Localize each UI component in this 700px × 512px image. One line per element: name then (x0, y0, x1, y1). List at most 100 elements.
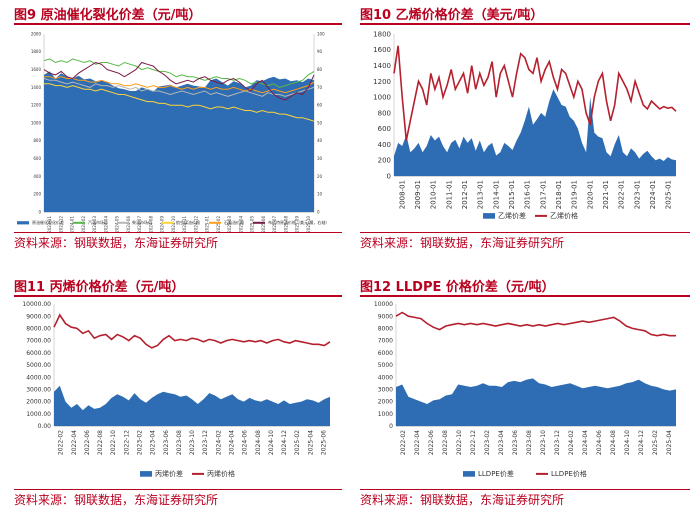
series-area (394, 89, 676, 176)
y-tick-label: 200 (378, 157, 391, 165)
series-area (44, 71, 314, 213)
x-tick-label: 2023-04 (498, 430, 505, 455)
title-divider (14, 23, 342, 25)
y-tick-label: 0.00 (38, 423, 52, 430)
legend-swatch (463, 471, 475, 477)
x-tick-label: 2024-10 (171, 216, 176, 233)
y-tick-label: 1000 (378, 411, 393, 418)
y-tick-label: 600 (33, 156, 41, 161)
y-tick-label: 0 (389, 423, 393, 430)
series-line (53, 313, 331, 349)
y-tick-label: 200 (33, 192, 41, 197)
source-divider (360, 232, 690, 233)
x-tick-label: 2021-01 (602, 180, 610, 209)
x-tick-label: 2023-10 (540, 430, 547, 455)
x-tick-label: 2023-02 (484, 430, 491, 455)
legend-label: LLDPE价格 (551, 469, 587, 478)
chart-title: 图11 丙烯价格价差（元/吨） (14, 280, 185, 295)
x-tick-label: 2024-01 (649, 180, 657, 209)
x-tick-label: 2022-12 (470, 430, 477, 455)
x-tick-label: 2023-08 (176, 430, 183, 455)
chart-panel-fig10: 图10 乙烯价格价差（美元/吨） 0 200 400 600 800 1000 1200 14… (360, 4, 690, 256)
y-tick-label: 0 (387, 172, 391, 180)
chart-svg-fig9: 0 200 400 600 800 1000 1200 1400 1600 1800 2000 0 10… (17, 31, 329, 233)
x-tick-label: 2024-04 (103, 216, 108, 233)
chart-source: 资料来源：钢联数据，东海证券研究所 (360, 236, 565, 250)
x-tick-label: 2025-06 (261, 216, 266, 233)
legend-label: 石脑油价格 (224, 219, 244, 225)
y-tick-label: 2000 (31, 31, 42, 36)
source-divider (360, 489, 690, 490)
x-tick-label: 2023-12 (58, 216, 63, 233)
y-tick-label: 0 (38, 209, 41, 214)
title-divider (14, 295, 342, 297)
y-tick-label: 1000 (373, 94, 391, 102)
x-tick-label: 2024-12 (193, 216, 198, 233)
x-tick-label: 2024-12 (638, 430, 645, 455)
x-tick-label: 2024-05 (115, 216, 120, 233)
x-tick-label: 2015-01 (508, 180, 516, 209)
x-tick-label: 2024-02 (568, 430, 575, 455)
x-tick-label: 2025-02 (652, 430, 659, 455)
x-tick-label: 2024-09 (160, 216, 165, 233)
x-tick-label: 2024-02 (215, 430, 222, 455)
y-tick-label: 6000 (378, 350, 393, 357)
x-tick-label: 2022-12 (123, 430, 130, 455)
x-tick-label: 2025-02 (294, 430, 301, 455)
x-tick-label: 2024-06 (126, 216, 131, 233)
x-tick-label: 2025-04 (238, 216, 243, 233)
x-tick-label: 2025-04 (666, 430, 673, 455)
x-tick-label: 2025-03 (227, 216, 232, 233)
x-tick-label: 2024-03 (92, 216, 97, 233)
x-tick-label: 2023-12 (202, 430, 209, 455)
y-tick-label: 10000.00 (22, 301, 51, 308)
chart-svg-fig11: 0.00 1000.00 2000.00 3000.00 4000.00 5000.00 6… (22, 301, 331, 478)
x-tick-label: 2022-06 (428, 430, 435, 455)
x-tick-label: 2025-10 (306, 216, 311, 233)
x-tick-label: 2023-11 (47, 216, 52, 233)
y-tick-label-right: 40 (317, 138, 323, 143)
legend-swatch (17, 221, 29, 225)
chart-panel-fig9: 图9 原油催化裂化价差（元/吨） 0 200 400 600 800 1000 1200 14… (14, 4, 342, 256)
x-tick-label: 2023-06 (512, 430, 519, 455)
x-tick-label: 2011-01 (445, 180, 453, 209)
series-line (43, 78, 315, 97)
x-tick-label: 2022-04 (71, 430, 78, 455)
y-tick-label: 2000 (378, 399, 393, 406)
x-tick-label: 2023-06 (163, 430, 170, 455)
x-tick-label: 2025-06 (321, 430, 328, 455)
x-tick-label: 2024-08 (148, 216, 153, 233)
y-tick-label: 3000 (378, 387, 393, 394)
y-tick-label-right: 90 (317, 49, 323, 54)
y-tick-label: 6000.00 (26, 350, 51, 357)
x-tick-label: 2025-09 (295, 216, 300, 233)
y-tick-label-right: 0 (317, 209, 320, 214)
legend-label: LLDPE价差 (478, 469, 514, 478)
x-tick-label: 2023-01 (633, 180, 641, 209)
y-tick-label: 8000 (378, 326, 393, 333)
y-tick-label-right: 70 (317, 85, 323, 90)
x-tick-label: 2022-01 (618, 180, 626, 209)
chart-svg-fig12: 0 1000 2000 3000 4000 5000 6000 7000 8000 9000 100… (374, 301, 676, 478)
x-tick-label: 2024-07 (137, 216, 142, 233)
x-tick-label: 2023-10 (189, 430, 196, 455)
x-tick-label: 2024-10 (268, 430, 275, 455)
x-tick-label: 2022-08 (97, 430, 104, 455)
chart-panel-fig12: 图12 LLDPE 价格价差（元/吨） 0 1000 2000 3000 4000 500… (360, 276, 690, 510)
chart-panel-fig11: 图11 丙烯价格价差（元/吨） 0.00 1000.00 2000.00 3000.0… (14, 276, 342, 510)
x-tick-label: 2009-01 (414, 180, 422, 209)
y-tick-label-right: 100 (317, 31, 325, 36)
x-tick-label: 2024-10 (624, 430, 631, 455)
series-line (393, 45, 677, 141)
x-tick-label: 2022-04 (414, 430, 421, 455)
x-tick-label: 2024-08 (255, 430, 262, 455)
y-tick-label: 4000 (378, 374, 393, 381)
y-tick-label: 1600 (373, 46, 391, 54)
source-divider (14, 232, 342, 233)
legend-swatch (483, 213, 495, 219)
y-tick-label: 8000.00 (26, 326, 51, 333)
legend-swatch (140, 471, 152, 477)
y-tick-label-right: 50 (317, 120, 323, 125)
y-tick-label: 1200 (31, 103, 42, 108)
legend-label: 布伦特原油价格（美元/桶，右轴） (268, 219, 329, 225)
